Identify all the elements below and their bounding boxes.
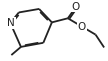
- Text: O: O: [71, 2, 79, 12]
- Text: O: O: [78, 22, 86, 32]
- Text: N: N: [7, 18, 15, 28]
